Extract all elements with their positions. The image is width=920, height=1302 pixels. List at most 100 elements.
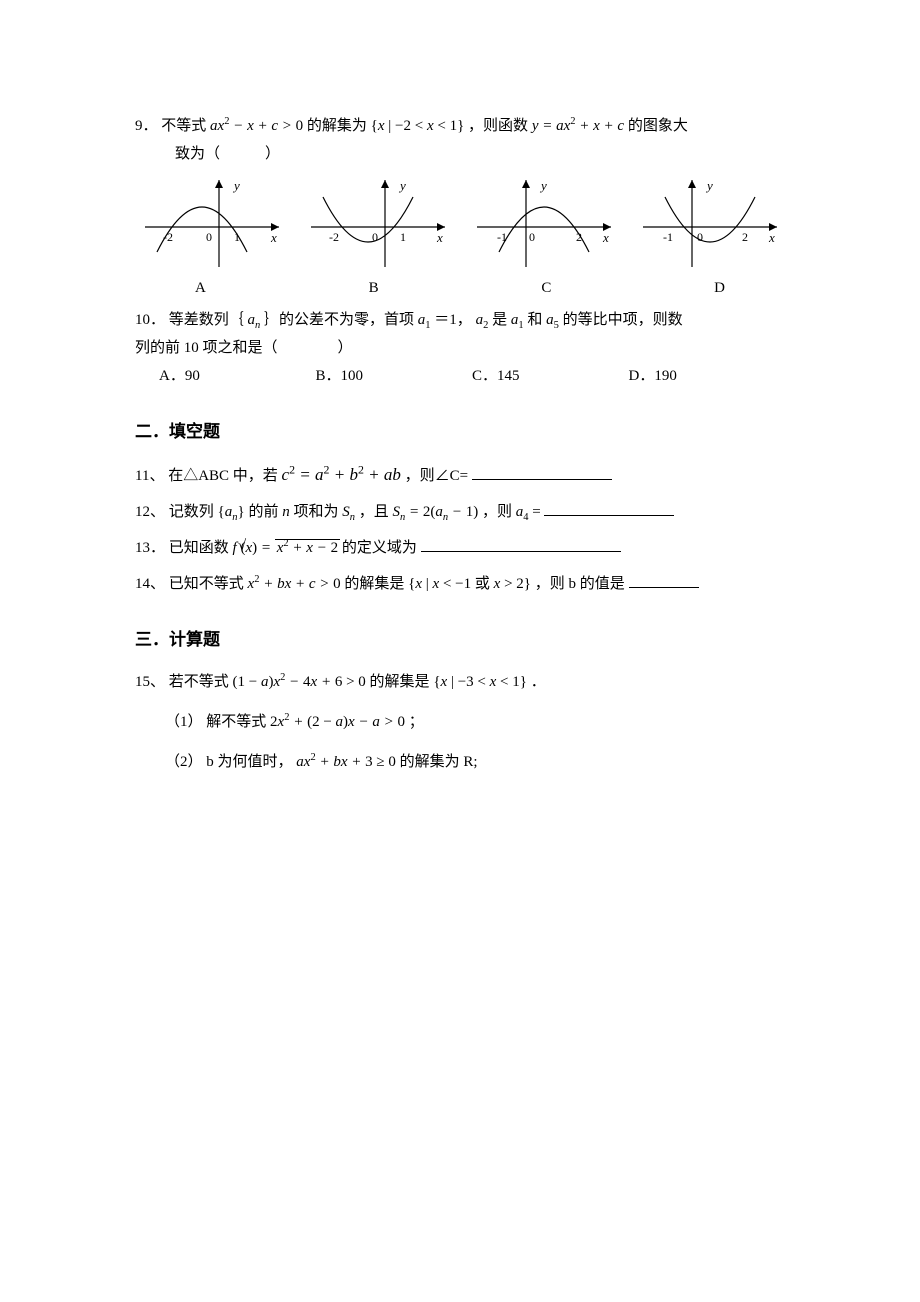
graph-B: y x 0 -2 1 <box>303 172 453 272</box>
question-14: 14、 已知不等式 x2 + bx + c > 0 的解集是 {x | x < … <box>135 572 785 596</box>
q15-sub2-label: （2） <box>165 754 203 770</box>
q10-an: an <box>248 312 261 328</box>
q15-number: 15、 <box>135 674 165 690</box>
graph-A-svg: y x 0 -2 1 <box>137 172 287 272</box>
graph-D-svg: y x 0 -1 2 <box>635 172 785 272</box>
q12-n: n <box>282 504 293 520</box>
q14-mid2: ，则 b 的值是 <box>535 576 625 592</box>
q15-mid: 的解集是 <box>370 674 430 690</box>
q9-graphs: y x 0 -2 1 y x 0 -2 1 <box>137 172 785 272</box>
q15-sub1-expr: 2x2 + (2 − a)x − a > 0 <box>270 714 405 730</box>
q9-text-2: 的解集为 <box>307 118 367 134</box>
q12-prefix: 记数列 <box>169 504 214 520</box>
q14-prefix: 已知不等式 <box>169 576 244 592</box>
svg-text:y: y <box>539 178 547 193</box>
svg-text:y: y <box>398 178 406 193</box>
q15-sub2-expr: ax2 + bx + 3 ≥ 0 <box>296 754 396 770</box>
question-13: 13． 已知函数 f (x) = x2 + x − 2 √ 的定义域为 <box>135 536 785 560</box>
q15-sub2-prefix: b 为何值时， <box>206 754 292 770</box>
label-D: D <box>714 276 725 300</box>
q12-number: 12、 <box>135 504 165 520</box>
svg-text:x: x <box>436 230 443 245</box>
question-12: 12、 记数列 {an} 的前 n 项和为 Sn ，且 Sn = 2(an − … <box>135 500 785 524</box>
svg-text:0: 0 <box>206 230 212 244</box>
q12-expr: Sn = 2(an − 1) <box>392 504 478 520</box>
q15-expr: (1 − a)x2 − 4x + 6 > 0 <box>233 674 366 690</box>
q12-mid1: 的前 <box>248 504 278 520</box>
graph-C: y x 0 -1 2 <box>469 172 619 272</box>
q10-number: 10． <box>135 312 165 328</box>
q14-mid1: 的解集是 <box>344 576 404 592</box>
q11-mid: ，则∠C= <box>405 468 468 484</box>
q10-options: A．90 B．100 C．145 D．190 <box>159 364 785 388</box>
svg-text:-2: -2 <box>163 230 173 244</box>
q10-a5: a5 <box>546 312 559 328</box>
q9-text-3: ，则函数 <box>468 118 528 134</box>
q15-set: {x | −3 < x < 1} <box>433 674 527 690</box>
svg-text:-1: -1 <box>497 230 507 244</box>
label-C: C <box>541 276 551 300</box>
q15-sub1-label: （1） <box>165 714 203 730</box>
svg-text:x: x <box>602 230 609 245</box>
q10-eq1: ＝1， <box>434 312 472 328</box>
svg-text:-2: -2 <box>329 230 339 244</box>
q9-expr1: ax2 − x + c > 0 <box>210 118 303 134</box>
section-3-header: 三．计算题 <box>135 626 785 653</box>
label-A: A <box>195 276 206 300</box>
q15-sub2: （2） b 为何值时， ax2 + bx + 3 ≥ 0 的解集为 R; <box>135 750 785 774</box>
section-2-header: 二．填空题 <box>135 418 785 445</box>
q13-number: 13． <box>135 540 165 556</box>
q13-blank <box>421 536 621 552</box>
q13-fx: f (x) = x2 + x − 2 <box>233 539 341 556</box>
graph-C-svg: y x 0 -1 2 <box>469 172 619 272</box>
q15-sub1: （1） 解不等式 2x2 + (2 − a)x − a > 0 ； <box>135 710 785 734</box>
question-15: 15、 若不等式 (1 − a)x2 − 4x + 6 > 0 的解集是 {x … <box>135 670 785 694</box>
graph-A: y x 0 -2 1 <box>137 172 287 272</box>
q15-sub1-prefix: 解不等式 <box>206 714 266 730</box>
graph-D: y x 0 -1 2 <box>635 172 785 272</box>
q10-a1b: a1 <box>511 312 524 328</box>
label-B: B <box>369 276 379 300</box>
q12-eq: = <box>532 504 540 520</box>
q10-a2: a2 <box>476 312 489 328</box>
q15-end: ． <box>531 674 546 690</box>
q12-set: {an} <box>218 504 245 520</box>
q10-a1: a1 <box>418 312 431 328</box>
svg-text:0: 0 <box>697 230 703 244</box>
q14-expr: x2 + bx + c > 0 <box>248 576 341 592</box>
svg-text:1: 1 <box>400 230 406 244</box>
q10-and: 和 <box>527 312 542 328</box>
sqrt-sign: √ <box>238 538 246 554</box>
q9-expr2: y = ax2 + x + c <box>532 118 624 134</box>
svg-text:y: y <box>232 178 240 193</box>
q15-sub1-end: ； <box>409 714 424 730</box>
q14-blank <box>629 572 699 588</box>
q10-t4: 的等比中项，则数 <box>563 312 683 328</box>
q9-text-4: 的图象大 <box>628 118 688 134</box>
q9-text-1: 不等式 <box>161 118 206 134</box>
q10-t1: 等差数列｛ <box>169 312 244 328</box>
question-10: 10． 等差数列｛ an ｝的公差不为零，首项 a1 ＝1， a2 是 a1 和… <box>135 308 785 332</box>
svg-text:0: 0 <box>529 230 535 244</box>
q9-number: 9． <box>135 118 158 134</box>
question-11: 11、 在△ABC 中，若 c2 = a2 + b2 + ab ，则∠C= <box>135 461 785 488</box>
q10-opt-D: D．190 <box>629 364 786 388</box>
q10-opt-B: B．100 <box>316 364 473 388</box>
q12-mid4: ，则 <box>482 504 512 520</box>
q9-line2: 致为（ ） <box>135 142 785 166</box>
q14-number: 14、 <box>135 576 165 592</box>
q10-t3: 是 <box>492 312 507 328</box>
q15-sub2-end: 的解集为 R; <box>400 754 478 770</box>
q14-set: {x | x < −1 或 x > 2} <box>408 576 531 592</box>
q12-mid2: 项和为 <box>293 504 338 520</box>
q10-opt-C: C．145 <box>472 364 629 388</box>
q12-blank <box>544 500 674 516</box>
q12-mid3: ，且 <box>359 504 389 520</box>
q12-Sn: Sn <box>342 504 355 520</box>
svg-text:2: 2 <box>576 230 582 244</box>
q15-prefix: 若不等式 <box>169 674 229 690</box>
q10-t2: ｝的公差不为零，首项 <box>264 312 414 328</box>
svg-text:x: x <box>270 230 277 245</box>
svg-text:x: x <box>768 230 775 245</box>
q12-a4: a4 <box>516 504 529 520</box>
